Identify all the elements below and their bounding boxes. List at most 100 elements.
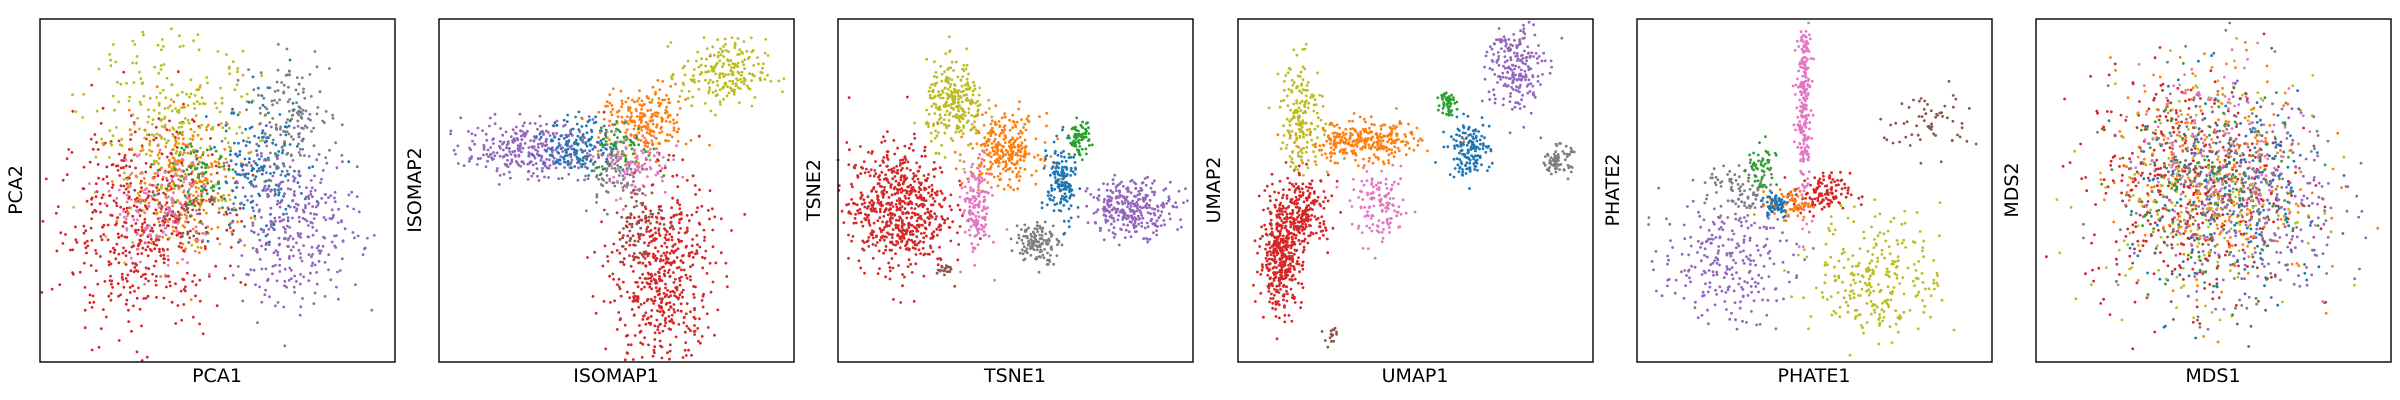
scatter-point-gray: [275, 80, 279, 84]
scatter-point-pink: [152, 162, 156, 166]
scatter-point-purple: [340, 220, 343, 224]
scatter-point-purple: [322, 216, 326, 219]
scatter-point-orange: [611, 123, 614, 126]
scatter-point-red: [675, 288, 679, 292]
scatter-point-red: [689, 329, 692, 333]
scatter-point-purple: [283, 227, 287, 231]
scatter-point-pink: [984, 223, 988, 227]
scatter-point-olive: [183, 172, 187, 176]
scatter-point-gray: [245, 108, 248, 112]
scatter-point-green: [180, 146, 184, 150]
scatter-point-red: [624, 247, 627, 251]
scatter-point-red: [693, 184, 697, 187]
scatter-point-purple: [357, 210, 361, 214]
scatter-point-olive: [135, 61, 138, 65]
scatter-point-red: [863, 217, 867, 221]
scatter-point-blue: [282, 212, 285, 216]
scatter-point-olive: [215, 183, 218, 186]
scatter-point-orange: [643, 144, 647, 148]
scatter-point-gray: [289, 153, 293, 157]
scatter-point-olive: [969, 128, 973, 132]
scatter-point-olive: [943, 87, 947, 90]
scatter-point-purple: [507, 147, 511, 150]
scatter-point-olive: [721, 72, 725, 76]
scatter-point-olive: [111, 134, 115, 138]
scatter-point-purple: [315, 246, 319, 250]
scatter-point-red: [74, 238, 78, 242]
scatter-point-purple: [514, 155, 517, 158]
scatter-point-red: [223, 277, 227, 280]
scatter-point-blue: [549, 147, 553, 151]
scatter-point-olive: [131, 113, 135, 116]
scatter-point-red: [108, 194, 111, 198]
scatter-point-blue: [571, 127, 575, 131]
scatter-point-blue: [296, 181, 300, 185]
scatter-point-olive: [227, 126, 231, 130]
scatter-point-brown: [639, 232, 643, 236]
scatter-point-gray: [583, 156, 587, 160]
scatter-point-orange: [654, 114, 658, 118]
scatter-point-olive: [941, 91, 945, 94]
scatter-point-orange: [1049, 155, 1053, 158]
scatter-point-olive: [925, 57, 928, 61]
scatter-point-purple: [196, 212, 199, 216]
scatter-point-olive: [976, 104, 980, 108]
scatter-point-red: [940, 215, 944, 219]
scatter-point-orange: [996, 175, 1000, 178]
scatter-point-red: [191, 315, 195, 319]
scatter-point-olive: [116, 80, 119, 84]
scatter-point-pink: [681, 175, 685, 179]
scatter-point-red: [655, 220, 659, 224]
scatter-point-olive: [164, 96, 168, 100]
scatter-point-pink: [132, 218, 136, 222]
scatter-point-blue: [259, 227, 263, 231]
scatter-point-olive: [123, 261, 127, 265]
scatter-point-olive: [967, 111, 971, 114]
scatter-point-red: [877, 182, 881, 185]
scatter-point-orange: [975, 142, 979, 146]
scatter-point-red: [661, 259, 665, 262]
scatter-point-red: [669, 216, 673, 220]
scatter-point-red: [144, 204, 147, 208]
scatter-point-red: [872, 221, 876, 225]
scatter-point-green: [199, 220, 203, 224]
scatter-point-olive: [747, 55, 751, 59]
scatter-point-orange: [675, 130, 679, 134]
scatter-point-red: [938, 228, 942, 232]
scatter-point-olive: [750, 104, 754, 108]
scatter-point-olive: [138, 70, 141, 74]
scatter-point-gray: [305, 126, 309, 129]
scatter-point-green: [613, 140, 617, 144]
scatter-point-red: [56, 205, 60, 209]
scatter-point-red: [639, 329, 643, 333]
scatter-point-red: [137, 228, 140, 232]
scatter-point-purple: [509, 153, 513, 156]
scatter-point-red: [55, 249, 59, 253]
scatter-point-olive: [181, 130, 185, 134]
scatter-point-red: [602, 110, 606, 114]
scatter-point-red: [935, 215, 938, 218]
scatter-point-red: [934, 217, 937, 221]
scatter-point-olive: [943, 105, 946, 108]
scatter-point-orange: [202, 208, 206, 212]
scatter-point-red: [854, 212, 857, 216]
scatter-point-purple: [536, 142, 540, 146]
scatter-point-red: [900, 191, 903, 194]
scatter-point-olive: [960, 100, 964, 104]
scatter-point-orange: [1011, 126, 1015, 130]
scatter-point-purple: [315, 158, 319, 162]
scatter-point-red: [876, 201, 880, 205]
scatter-point-pink: [194, 225, 198, 229]
scatter-point-pink: [636, 168, 640, 172]
scatter-point-blue: [565, 120, 569, 123]
scatter-point-olive: [141, 33, 145, 37]
scatter-point-red: [883, 225, 887, 229]
scatter-point-orange: [597, 136, 600, 139]
scatter-point-purple: [493, 112, 497, 116]
scatter-point-red: [920, 202, 924, 206]
scatter-point-green: [609, 142, 613, 146]
scatter-point-blue: [250, 100, 254, 104]
scatter-point-purple: [333, 200, 337, 204]
scatter-point-red: [909, 233, 912, 236]
scatter-point-red: [659, 301, 663, 304]
